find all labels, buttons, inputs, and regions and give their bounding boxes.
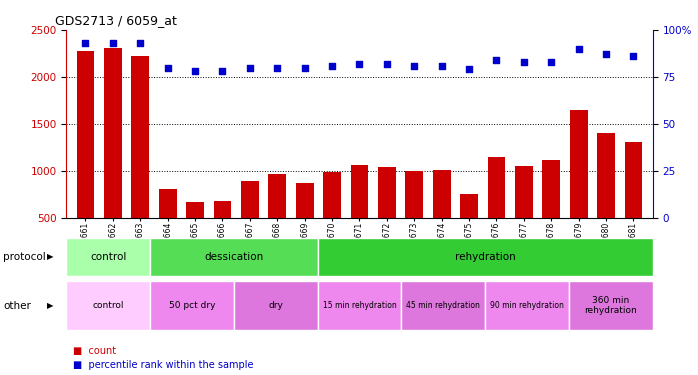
Point — [409, 63, 420, 69]
Text: ▶: ▶ — [47, 252, 54, 261]
Bar — [625, 142, 642, 264]
Bar — [318, 281, 401, 330]
Bar — [406, 171, 423, 264]
Bar — [460, 194, 478, 264]
Point — [135, 40, 146, 46]
Text: protocol: protocol — [3, 252, 46, 262]
Text: 45 min rehydration: 45 min rehydration — [406, 301, 480, 310]
Point — [299, 64, 310, 70]
Bar — [485, 281, 569, 330]
Bar — [66, 281, 150, 330]
Point — [463, 66, 475, 72]
Bar — [323, 172, 341, 264]
Bar — [150, 281, 234, 330]
Text: 50 pct dry: 50 pct dry — [169, 301, 215, 310]
Text: GDS2713 / 6059_at: GDS2713 / 6059_at — [54, 15, 177, 27]
Bar — [542, 160, 560, 264]
Point — [573, 46, 584, 52]
Text: ▶: ▶ — [47, 301, 54, 310]
Text: control: control — [90, 252, 126, 262]
Bar — [569, 281, 653, 330]
Text: 360 min
rehydration: 360 min rehydration — [584, 296, 637, 315]
Bar — [186, 202, 204, 264]
Point — [80, 40, 91, 46]
Bar — [131, 56, 149, 264]
Text: 15 min rehydration: 15 min rehydration — [322, 301, 396, 310]
Bar — [515, 166, 533, 264]
Point — [217, 68, 228, 74]
Bar — [350, 165, 369, 264]
Text: 90 min rehydration: 90 min rehydration — [490, 301, 564, 310]
Point — [354, 61, 365, 67]
Point — [600, 51, 611, 57]
Text: ■  percentile rank within the sample: ■ percentile rank within the sample — [73, 360, 254, 369]
Point — [327, 63, 338, 69]
Text: rehydration: rehydration — [454, 252, 516, 262]
Bar — [401, 281, 485, 330]
Bar — [296, 183, 313, 264]
Bar — [378, 167, 396, 264]
Bar — [234, 281, 318, 330]
Bar — [597, 133, 615, 264]
Text: ■  count: ■ count — [73, 346, 117, 355]
Point — [272, 64, 283, 70]
Bar — [150, 238, 318, 276]
Point — [244, 64, 255, 70]
Point — [162, 64, 173, 70]
Bar — [570, 110, 588, 264]
Point — [519, 59, 530, 65]
Bar — [488, 157, 505, 264]
Point — [628, 53, 639, 59]
Bar — [66, 238, 150, 276]
Bar — [214, 201, 231, 264]
Text: dry: dry — [268, 301, 283, 310]
Text: control: control — [92, 301, 124, 310]
Point — [189, 68, 200, 74]
Point — [107, 40, 119, 46]
Bar — [104, 48, 121, 264]
Bar — [77, 51, 94, 264]
Text: other: other — [3, 301, 31, 310]
Bar — [241, 181, 259, 264]
Bar — [433, 170, 451, 264]
Bar — [268, 174, 286, 264]
Bar — [318, 238, 653, 276]
Point — [491, 57, 502, 63]
Point — [436, 63, 447, 69]
Text: dessication: dessication — [205, 252, 263, 262]
Point — [546, 59, 557, 65]
Bar — [158, 189, 177, 264]
Point — [381, 61, 392, 67]
